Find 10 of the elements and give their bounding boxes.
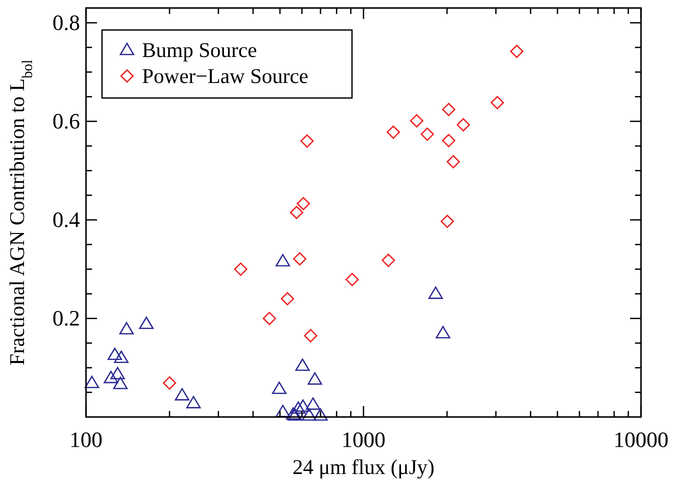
x-tick-label: 100	[70, 427, 102, 452]
x-tick-label: 1000	[342, 427, 386, 452]
x-axis-title: 24 μm flux (μJy)	[292, 455, 435, 479]
y-tick-label: 0.2	[52, 305, 80, 330]
y-tick-label: 0.4	[52, 206, 80, 232]
y-tick-label: 0.8	[52, 10, 80, 35]
x-tick-label: 10000	[614, 427, 668, 452]
legend-label: Power−Law Source	[142, 64, 308, 88]
legend-label: Bump Source	[142, 38, 257, 62]
y-tick-label: 0.6	[52, 108, 80, 134]
